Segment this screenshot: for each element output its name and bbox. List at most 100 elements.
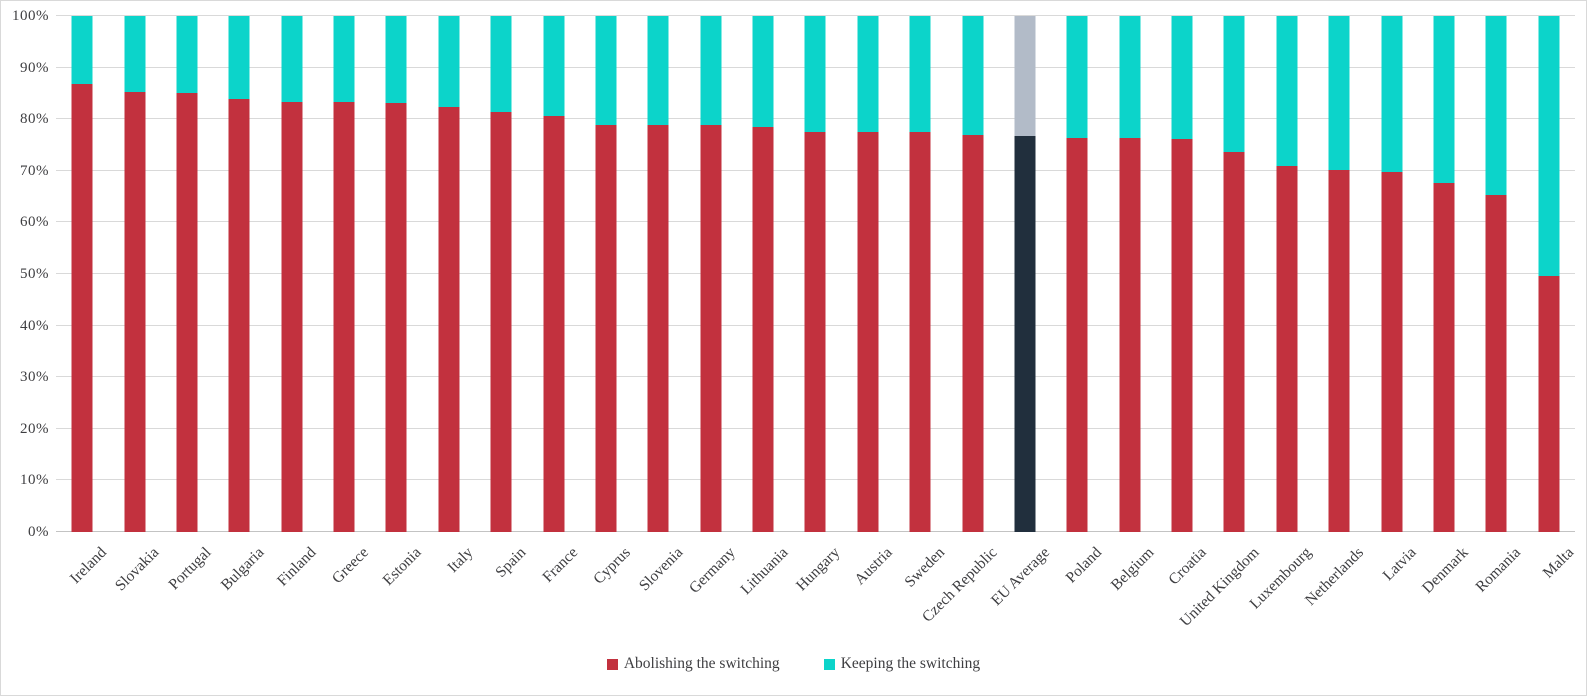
bar-united-kingdom [1223, 16, 1245, 532]
segment-abolishing [333, 101, 355, 532]
bar-slot [213, 16, 265, 532]
segment-abolishing [909, 131, 931, 532]
segment-keeping [909, 16, 931, 132]
bar-slot [1470, 16, 1522, 532]
x-label-slot: Slovenia [632, 538, 687, 650]
x-axis-label: Cyprus [590, 544, 634, 588]
x-axis-label: France [539, 544, 582, 586]
segment-keeping [595, 16, 617, 125]
x-label-slot: Bulgaria [213, 538, 268, 650]
bar-slot [1208, 16, 1260, 532]
segment-abolishing [385, 103, 407, 532]
legend-item: Abolishing the switching [606, 655, 780, 673]
segment-abolishing [1381, 171, 1403, 532]
x-label-slot: Austria [842, 538, 896, 650]
y-axis-tick-label: 30% [20, 369, 49, 386]
bar-belgium [1119, 16, 1141, 532]
bar-italy [438, 16, 460, 532]
bar-latvia [1381, 16, 1403, 532]
bar-germany [700, 16, 722, 532]
bar-slot [789, 16, 841, 532]
x-label-slot: Croatia [1156, 538, 1210, 650]
segment-keeping [700, 16, 722, 125]
bar-ireland [71, 16, 93, 532]
x-label-slot: Netherlands [1302, 538, 1367, 650]
x-axis-label: Portugal [165, 544, 215, 594]
x-axis-label: Malta [1539, 544, 1577, 582]
segment-abolishing [228, 99, 250, 532]
y-axis: 0% 10% 20% 30% 40% 50% 60% 70% 80% 90% 100% [1, 8, 49, 540]
x-label-slot: Luxembourg [1246, 538, 1314, 650]
bar-slot [527, 16, 579, 532]
bar-slovenia [647, 16, 669, 532]
bar-slot [737, 16, 789, 532]
chart-legend: Abolishing the switching Keeping the swit… [1, 655, 1586, 673]
segment-keeping [1066, 16, 1088, 138]
segment-abolishing [490, 111, 512, 532]
segment-abolishing [124, 91, 146, 532]
x-axis-label: Romania [1472, 544, 1525, 596]
segment-keeping [1276, 16, 1298, 167]
bar-netherlands [1328, 16, 1350, 532]
x-label-slot: Malta [1523, 538, 1577, 650]
bar-spain [490, 16, 512, 532]
gridline [56, 15, 1575, 16]
x-axis-label: Slovenia [635, 544, 687, 595]
segment-keeping [1328, 16, 1350, 171]
y-axis-tick-label: 60% [20, 214, 49, 231]
segment-keeping [857, 16, 879, 132]
segment-abolishing [857, 131, 879, 532]
y-axis-tick-label: 90% [20, 59, 49, 76]
bar-slot [161, 16, 213, 532]
x-axis-label: Austria [851, 544, 896, 589]
x-label-slot: Ireland [56, 538, 111, 650]
x-axis-label: Hungary [793, 544, 844, 595]
x-axis-label: Lithuania [737, 544, 792, 599]
x-axis-label: Czech Republic [918, 544, 1001, 626]
segment-keeping [228, 16, 250, 100]
x-label-slot: United Kingdom [1176, 538, 1262, 650]
segment-abolishing [1223, 151, 1245, 532]
segment-abolishing [647, 124, 669, 532]
x-axis-label: Latvia [1379, 544, 1420, 585]
segment-abolishing [438, 106, 460, 532]
segment-keeping [1433, 16, 1455, 183]
bar-slot [632, 16, 684, 532]
segment-abolishing [962, 134, 984, 532]
legend-swatch-icon [823, 658, 835, 670]
bar-slot [894, 16, 946, 532]
segment-keeping [71, 16, 93, 85]
bar-slot [685, 16, 737, 532]
bar-bulgaria [228, 16, 250, 532]
x-label-slot: France [527, 538, 582, 650]
bar-slot [842, 16, 894, 532]
x-label-slot: Hungary [789, 538, 844, 650]
bar-slot [475, 16, 527, 532]
x-axis-label: Poland [1062, 544, 1106, 587]
bar-slot [1261, 16, 1313, 532]
x-axis-label: Estonia [379, 544, 425, 589]
bar-czech-republic [962, 16, 984, 532]
segment-keeping [543, 16, 565, 117]
segment-abolishing [1538, 275, 1560, 532]
x-axis-label: Ireland [67, 544, 111, 588]
bar-finland [281, 16, 303, 532]
x-axis-label: Belgium [1107, 544, 1158, 594]
x-axis-label: United Kingdom [1176, 544, 1263, 631]
segment-keeping [1485, 16, 1507, 195]
bar-croatia [1171, 16, 1193, 532]
bar-poland [1066, 16, 1088, 532]
segment-keeping [333, 16, 355, 102]
segment-keeping [1223, 16, 1245, 152]
segment-keeping [1538, 16, 1560, 276]
bar-luxembourg [1276, 16, 1298, 532]
bar-lithuania [752, 16, 774, 532]
segment-keeping [647, 16, 669, 125]
segment-abolishing [595, 124, 617, 532]
x-axis-label: Italy [444, 544, 477, 577]
x-axis-label: Denmark [1419, 544, 1472, 597]
segment-abolishing [1014, 135, 1036, 532]
x-label-slot: Poland [1051, 538, 1106, 650]
x-label-slot: Portugal [161, 538, 215, 650]
